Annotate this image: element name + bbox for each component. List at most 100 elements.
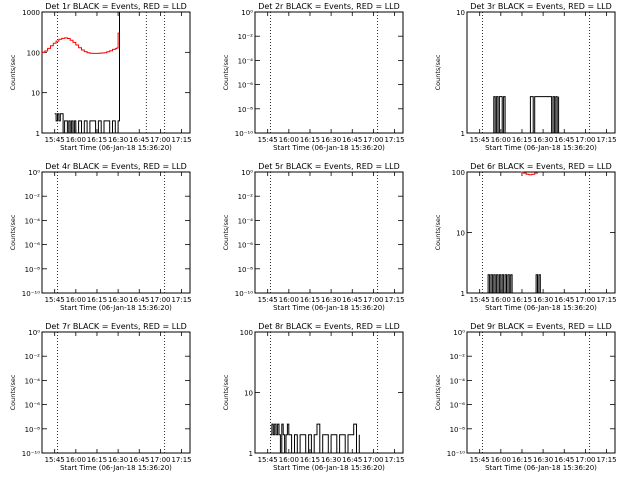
x-tick-label: 16:45	[342, 456, 362, 464]
x-tick-label: 15:45	[258, 456, 278, 464]
y-tick-label: 10⁻¹⁰	[235, 290, 253, 298]
panel-title: Det 8r BLACK = Events, RED = LLD	[258, 322, 400, 331]
x-tick-label: 17:15	[384, 136, 404, 144]
x-tick-label: 17:15	[596, 296, 616, 304]
x-tick-label: 15:45	[45, 456, 65, 464]
y-tick-label: 10⁰	[28, 329, 40, 337]
x-tick-label: 15:45	[470, 296, 490, 304]
x-tick-label: 17:15	[171, 136, 191, 144]
y-axis-label: Counts/sec	[9, 54, 17, 90]
x-axis-label: Start Time (06-Jan-18 15:36:20)	[273, 304, 385, 312]
y-axis-label: Counts/sec	[222, 214, 230, 250]
x-tick-label: 16:00	[491, 136, 511, 144]
y-tick-label: 10⁻⁸	[25, 266, 41, 274]
events-trace	[270, 423, 360, 454]
y-tick-label: 10⁻⁶	[450, 402, 466, 410]
x-tick-label: 16:00	[66, 296, 86, 304]
y-tick-label: 1	[249, 450, 253, 458]
x-tick-label: 17:00	[150, 136, 170, 144]
y-tick-label: 10⁰	[241, 9, 253, 17]
x-tick-label: 17:00	[363, 456, 383, 464]
panel-title: Det 7r BLACK = Events, RED = LLD	[45, 322, 187, 331]
panel-title: Det 4r BLACK = Events, RED = LLD	[45, 162, 187, 171]
y-tick-label: 10⁻⁶	[25, 242, 41, 250]
x-tick-label: 16:30	[108, 136, 128, 144]
x-tick-label: 17:15	[384, 456, 404, 464]
x-tick-label: 15:45	[470, 136, 490, 144]
events-trace	[54, 12, 120, 134]
y-tick-label: 100	[452, 169, 465, 177]
panel-title: Det 2r BLACK = Events, RED = LLD	[258, 2, 400, 11]
x-tick-label: 16:00	[491, 456, 511, 464]
lld-trace	[520, 171, 538, 176]
y-tick-label: 1	[36, 130, 40, 138]
x-tick-label: 16:00	[279, 456, 299, 464]
x-tick-label: 17:15	[384, 296, 404, 304]
x-tick-label: 16:15	[300, 136, 320, 144]
x-tick-label: 16:00	[66, 456, 86, 464]
y-axis-label: Counts/sec	[434, 54, 442, 90]
x-tick-label: 17:00	[150, 296, 170, 304]
x-tick-label: 16:45	[342, 296, 362, 304]
x-tick-label: 17:00	[575, 296, 595, 304]
y-tick-label: 10⁻²	[238, 33, 254, 41]
plot-frame	[254, 171, 404, 294]
panel-title: Det 9r BLACK = Events, RED = LLD	[470, 322, 612, 331]
y-axis-label: Counts/sec	[9, 214, 17, 250]
y-axis-label: Counts/sec	[222, 374, 230, 410]
y-tick-label: 100	[27, 49, 40, 57]
x-tick-label: 17:15	[171, 456, 191, 464]
x-tick-label: 16:30	[108, 456, 128, 464]
y-tick-label: 10⁻¹⁰	[447, 450, 465, 458]
y-tick-label: 10⁻⁸	[25, 426, 41, 434]
y-tick-label: 10	[456, 9, 465, 17]
y-axis-label: Counts/sec	[222, 54, 230, 90]
y-tick-label: 10	[244, 390, 253, 398]
x-tick-label: 15:45	[470, 456, 490, 464]
plot-frame	[41, 331, 191, 454]
x-tick-label: 16:00	[279, 296, 299, 304]
y-tick-label: 10⁻²	[25, 353, 41, 361]
x-tick-label: 15:45	[45, 296, 65, 304]
x-tick-label: 16:30	[533, 136, 553, 144]
plot-frame	[466, 11, 616, 134]
x-tick-label: 16:15	[87, 296, 107, 304]
x-tick-label: 16:15	[87, 456, 107, 464]
lld-trace	[42, 12, 120, 54]
x-tick-label: 15:45	[45, 136, 65, 144]
x-tick-label: 16:30	[321, 136, 341, 144]
x-tick-label: 16:15	[512, 456, 532, 464]
plot-frame	[254, 11, 404, 134]
panel-title: Det 3r BLACK = Events, RED = LLD	[470, 2, 612, 11]
x-tick-label: 15:45	[258, 136, 278, 144]
y-tick-label: 10⁻¹⁰	[22, 290, 40, 298]
events-trace	[492, 96, 560, 134]
x-tick-label: 17:00	[363, 296, 383, 304]
x-tick-label: 17:00	[150, 456, 170, 464]
y-tick-label: 10⁰	[241, 169, 253, 177]
panel-title: Det 1r BLACK = Events, RED = LLD	[45, 2, 187, 11]
y-tick-label: 10⁻⁶	[25, 402, 41, 410]
x-axis-label: Start Time (06-Jan-18 15:36:20)	[485, 464, 597, 472]
y-tick-label: 10⁻¹⁰	[22, 450, 40, 458]
panel-title: Det 6r BLACK = Events, RED = LLD	[470, 162, 612, 171]
x-axis-label: Start Time (06-Jan-18 15:36:20)	[60, 144, 172, 152]
y-tick-label: 10⁻⁴	[450, 377, 466, 385]
y-tick-label: 10	[456, 230, 465, 238]
y-tick-label: 10⁰	[28, 169, 40, 177]
y-tick-label: 1	[461, 290, 465, 298]
x-tick-label: 16:45	[554, 136, 574, 144]
y-tick-label: 10⁻⁶	[238, 242, 254, 250]
x-tick-label: 16:45	[129, 296, 149, 304]
y-tick-label: 100	[240, 329, 253, 337]
y-tick-label: 10⁻⁴	[25, 377, 41, 385]
x-tick-label: 16:45	[129, 136, 149, 144]
x-tick-label: 16:00	[279, 136, 299, 144]
panel-1: Det 1r BLACK = Events, RED = LLD 15:45 16:…	[9, 2, 192, 152]
y-tick-label: 10⁰	[453, 329, 465, 337]
